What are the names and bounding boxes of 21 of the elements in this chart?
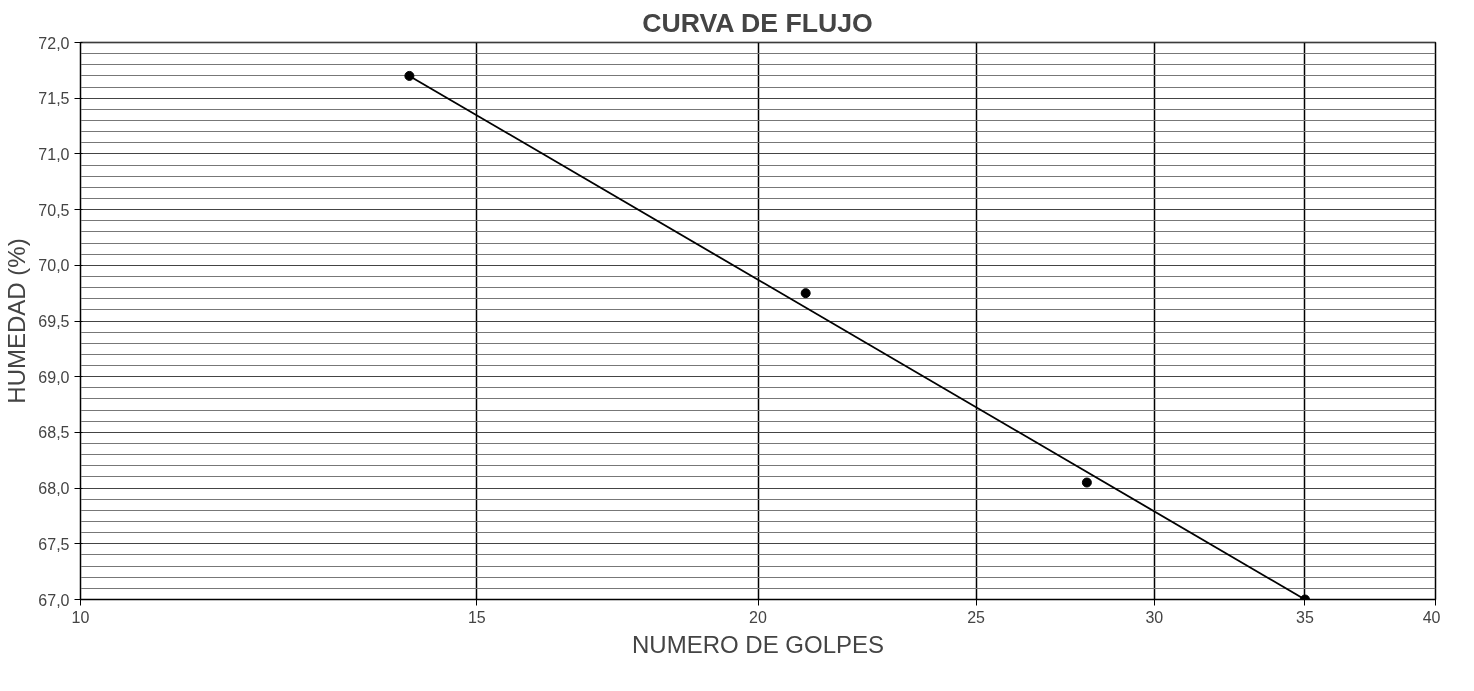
y-tick-label: 67,5 [38,535,70,553]
y-tick-label: 68,0 [38,480,70,498]
y-tick-label: 72,0 [38,34,70,52]
x-axis-title: NUMERO DE GOLPES [631,630,885,658]
y-tick-label: 67,0 [38,591,70,609]
chart-title: CURVA DE FLUJO [642,7,873,38]
x-tick-label: 30 [1145,608,1164,626]
y-tick-label: 70,0 [38,257,70,275]
x-tick-label: 25 [967,608,986,626]
y-tick-label: 70,5 [38,201,70,219]
x-tick-label: 15 [467,608,486,626]
y-tick-label: 69,5 [38,313,70,330]
y-tick-label: 71,5 [38,90,70,108]
y-tick-label: 69,0 [38,368,70,386]
y-tick-label: 68,5 [38,424,70,442]
y-axis-title: HUMEDAD (%) [3,238,31,404]
x-tick-label: 20 [749,608,767,626]
x-tick-label: 40 [1422,608,1441,626]
y-tick-label: 71,0 [38,145,70,163]
x-tick-label: 35 [1296,608,1314,626]
x-tick-label: 10 [71,608,90,626]
